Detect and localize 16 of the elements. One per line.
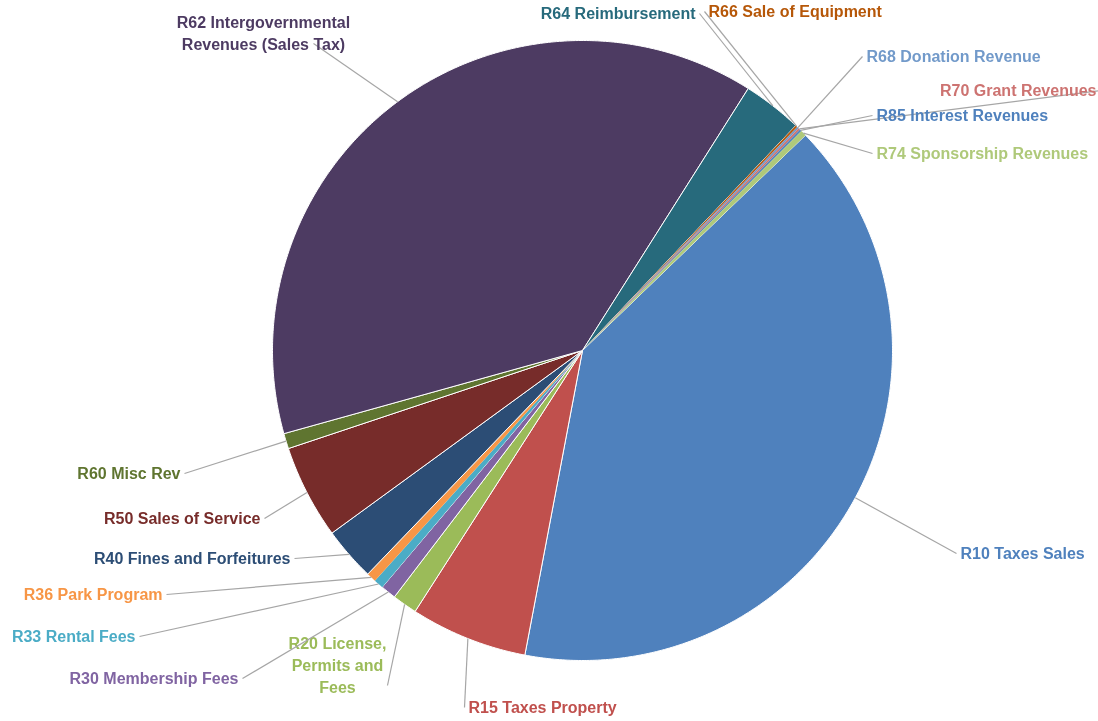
slice-label: R62 Intergovernmental Revenues (Sales Tax): [176, 13, 351, 54]
slice-label: R15 Taxes Property: [468, 699, 617, 716]
slice-label: R66 Sale of Equipment: [708, 3, 883, 20]
slice-label: R30 Membership Fees: [69, 670, 239, 687]
slice-label: R40 Fines and Forfeitures: [94, 550, 291, 567]
slice-label: R74 Sponsorship Revenues: [876, 145, 1089, 162]
slice-label: R70 Grant Revenues: [939, 82, 1097, 99]
slice-label: R33 Rental Fees: [11, 628, 136, 645]
slice-label: R50 Sales of Service: [103, 510, 261, 527]
slice-label: R20 License, Permits and Fees: [288, 634, 387, 697]
slice-label: R85 Interest Revenues: [876, 107, 1049, 124]
slice-label: R68 Donation Revenue: [866, 48, 1041, 65]
slice-label: R36 Park Program: [23, 586, 163, 603]
slice-label: R60 Misc Rev: [77, 465, 181, 482]
slice-label: R10 Taxes Sales: [960, 545, 1085, 562]
slice-label: R64 Reimbursement: [540, 5, 697, 22]
